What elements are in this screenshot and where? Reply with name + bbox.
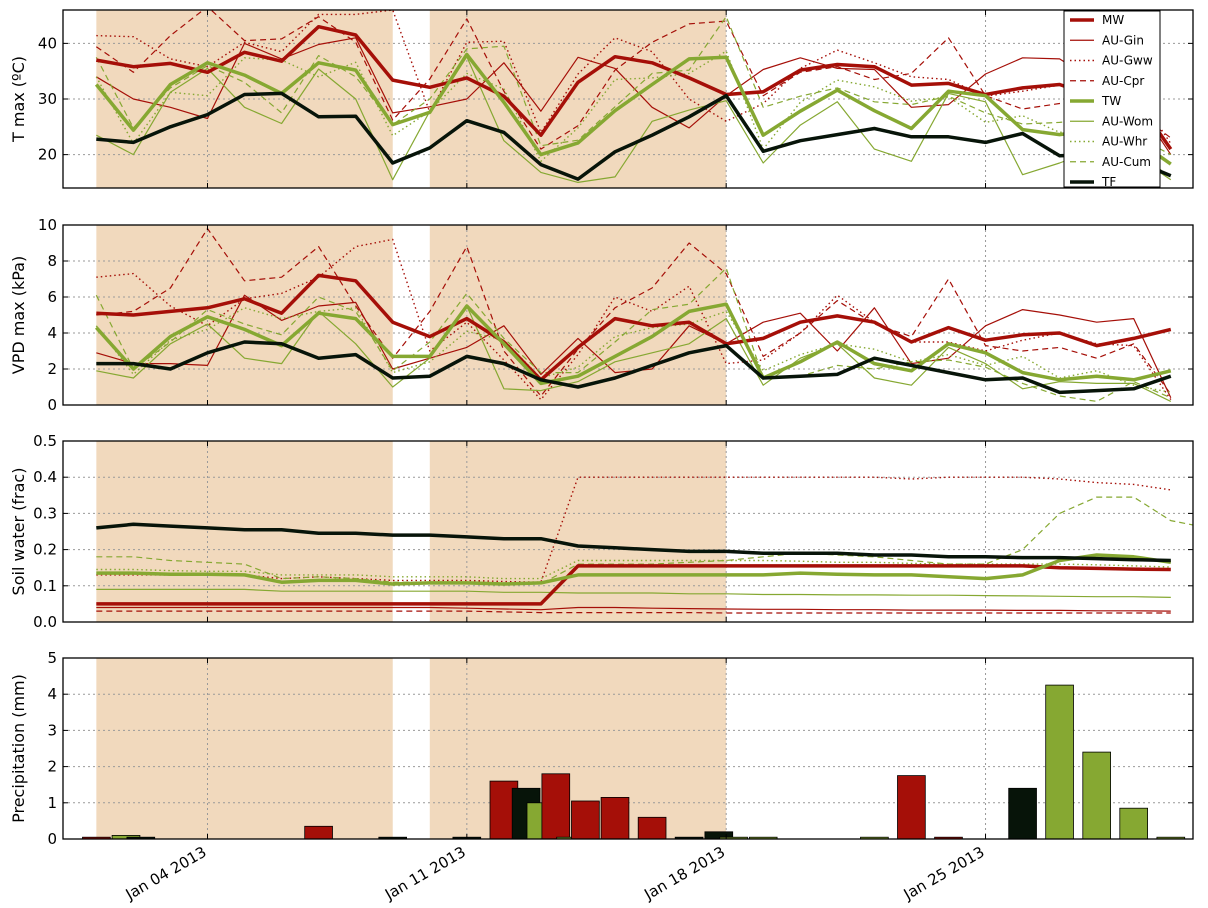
series-line-tw xyxy=(94,52,1172,166)
axes-frame xyxy=(62,224,1194,406)
y-axis-label: VPD max (kPa) xyxy=(9,256,28,374)
y-tick-label: 10 xyxy=(38,216,57,234)
y-tick-label: 0.1 xyxy=(33,577,57,595)
legend-label-au-wom: AU-Wom xyxy=(1102,114,1153,128)
y-tick-label: 3 xyxy=(47,721,57,739)
x-tick-label: Jan 11 2013 xyxy=(381,843,469,904)
shaded-period-1 xyxy=(96,658,393,839)
y-tick-label: 0 xyxy=(47,830,57,848)
y-axis-label: T max (ºC) xyxy=(9,56,28,143)
series-line-au-cum xyxy=(95,267,1172,402)
series-line-au-gww xyxy=(96,10,1172,144)
y-tick-label: 40 xyxy=(38,34,57,52)
series-line-au-wom xyxy=(96,588,1171,598)
series-line-mw xyxy=(96,273,1172,382)
bar-mw-2013-01-14 xyxy=(571,800,600,840)
y-tick-label: 4 xyxy=(47,324,57,342)
legend: MW AU-Gin AU-Gww AU-Cpr TW AU-Wom AU-Whr AU-Cum… xyxy=(1063,10,1161,189)
y-tick-label: 5 xyxy=(47,649,57,667)
legend-label-au-cum: AU-Cum xyxy=(1102,155,1151,169)
bar-mw-2013-01-13 xyxy=(541,773,571,840)
legend-label-au-cpr: AU-Cpr xyxy=(1102,74,1144,88)
y-axis-label: Precipitation (mm) xyxy=(9,674,28,823)
bar-tw-2013-01-29 xyxy=(1119,807,1149,840)
series-line-au-cpr xyxy=(96,228,1172,397)
series-line-tf xyxy=(96,91,1172,181)
y-tick-label: 0.2 xyxy=(33,541,57,559)
series-line-au-wom xyxy=(96,305,1172,402)
axes-frame xyxy=(62,440,1194,623)
legend-label-tf: TF xyxy=(1101,175,1116,189)
series-line-mw xyxy=(95,24,1173,151)
legend-label-au-gin: AU-Gin xyxy=(1102,33,1144,47)
legend-label-tw: TW xyxy=(1101,94,1121,108)
y-tick-label: 0.4 xyxy=(33,468,57,486)
series-line-tf xyxy=(96,340,1172,395)
legend-label-mw: MW xyxy=(1102,13,1124,27)
series-line-au-gww xyxy=(96,238,1172,401)
series-line-au-gin xyxy=(96,606,1171,612)
x-tick-label: Jan 04 2013 xyxy=(122,843,210,904)
y-tick-label: 0.3 xyxy=(33,504,57,522)
series-line-tf xyxy=(96,522,1171,563)
series-line-au-cum xyxy=(96,496,1193,585)
y-tick-label: 30 xyxy=(38,90,57,108)
x-tick-label: Jan 25 2013 xyxy=(900,843,988,904)
axes-frame xyxy=(62,657,1194,840)
series-line-au-gin xyxy=(95,37,1172,155)
bar-tf-2013-01-26 xyxy=(1008,787,1037,840)
y-tick-label: 2 xyxy=(47,758,57,776)
bar-tw-2013-01-27 xyxy=(1045,684,1074,840)
y-tick-label: 0 xyxy=(47,396,57,414)
bar-mw-2013-01-23 xyxy=(897,775,926,840)
y-tick-label: 2 xyxy=(47,360,57,378)
legend-label-au-gww: AU-Gww xyxy=(1102,54,1153,68)
y-tick-label: 1 xyxy=(47,794,57,812)
series-line-au-whr xyxy=(95,307,1171,394)
bar-tw-2013-01-28 xyxy=(1082,751,1112,840)
bar-mw-2013-01-15 xyxy=(600,797,630,840)
y-axis-label: Soil water (frac) xyxy=(9,468,28,596)
y-tick-label: 0.5 xyxy=(33,432,57,450)
y-tick-label: 20 xyxy=(38,146,57,164)
y-tick-label: 4 xyxy=(47,685,57,703)
panel-3: 0.0 0.1 0.2 0.3 0.4 0.5 Soil water (frac) xyxy=(9,432,1194,631)
y-tick-label: 6 xyxy=(47,288,57,306)
shaded-period-2 xyxy=(429,441,727,622)
legend-label-au-whr: AU-Whr xyxy=(1102,135,1147,149)
x-tick-label: Jan 18 2013 xyxy=(640,843,728,904)
series-line-au-cum xyxy=(95,16,1172,156)
series-line-au-cpr xyxy=(96,610,1171,614)
panel-4: 0 1 2 3 4 5 Precipitation (mm) Jan 04 2013 Jan 1… xyxy=(9,649,1194,904)
series-line-mw xyxy=(96,564,1171,606)
shaded-period-1 xyxy=(96,441,393,622)
series-line-au-wom xyxy=(96,56,1172,183)
bar-mw-2013-01-07 xyxy=(304,825,333,840)
panel-2: 0 2 4 6 8 10 VPD max (kPa) xyxy=(9,216,1194,414)
bar-mw-2013-01-16 xyxy=(637,816,667,840)
series-line-au-cpr xyxy=(95,10,1172,150)
panel-1: 20 30 40 T max (ºC) xyxy=(9,9,1194,189)
y-tick-label: 8 xyxy=(47,252,57,270)
y-tick-label: 0.0 xyxy=(33,613,57,631)
series-line-tw xyxy=(96,553,1172,586)
